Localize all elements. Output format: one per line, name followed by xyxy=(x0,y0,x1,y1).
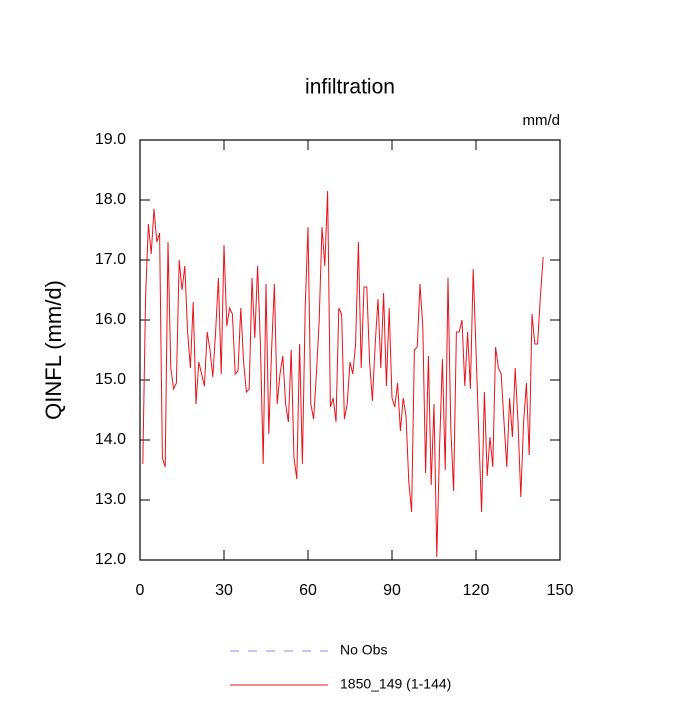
y-tick-label: 18.0 xyxy=(95,191,126,208)
chart-title: infiltration xyxy=(305,76,395,99)
x-tick-label: 60 xyxy=(299,582,317,599)
legend-label: No Obs xyxy=(340,642,387,658)
units-label: mm/d xyxy=(523,112,561,129)
y-tick-label: 12.0 xyxy=(95,551,126,568)
y-tick-label: 13.0 xyxy=(95,491,126,508)
x-tick-label: 150 xyxy=(547,582,574,599)
x-tick-label: 120 xyxy=(463,582,490,599)
legend-label: 1850_149 (1-144) xyxy=(340,676,451,692)
y-axis-label: QINFL (mm/d) xyxy=(41,280,66,420)
data-line xyxy=(142,190,544,558)
x-tick-label: 90 xyxy=(383,582,401,599)
plot-frame xyxy=(139,139,561,561)
y-tick-label: 19.0 xyxy=(95,131,126,148)
y-tick-label: 16.0 xyxy=(95,311,126,328)
y-tick-label: 17.0 xyxy=(95,251,126,268)
y-tick-label: 15.0 xyxy=(95,371,126,388)
x-tick-label: 0 xyxy=(136,582,145,599)
y-tick-label: 14.0 xyxy=(95,431,126,448)
x-tick-label: 30 xyxy=(215,582,233,599)
